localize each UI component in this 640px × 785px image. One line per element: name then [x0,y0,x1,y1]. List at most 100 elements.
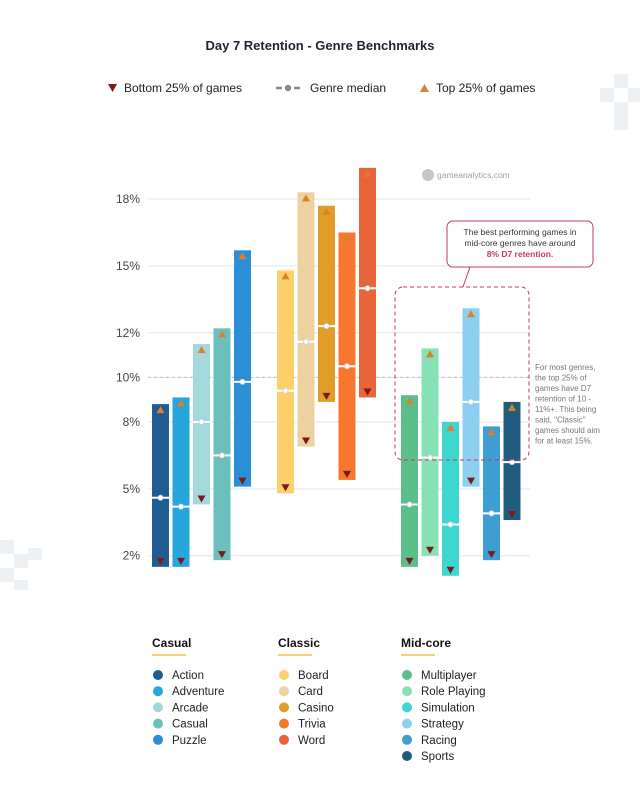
legend-swatch [402,734,412,745]
bottom-marker [302,437,310,445]
top-marker [177,399,185,407]
legend-item-label: Casual [172,719,208,731]
top-marker [508,403,516,411]
callout-highlight: 8% D7 retention. [487,249,554,259]
legend-swatch [402,718,412,729]
decor-block [600,88,614,102]
median-dot [488,510,495,517]
legend-item-label: Role Playing [421,686,486,698]
top-marker [238,252,247,260]
top-marker [467,310,475,318]
bottom-marker [467,477,475,485]
range-bar [338,232,356,480]
legend-swatch [402,751,412,761]
legend-swatch [279,734,289,745]
bottom-marker [405,557,414,565]
median-dot [157,494,164,501]
range-bar [318,205,335,402]
legend-swatch [279,686,289,697]
bottom-marker [487,551,496,559]
legend-item-label: Action [172,670,204,682]
legend-item-label: Card [298,686,323,698]
legend-swatch [153,734,163,745]
median-dot [406,501,413,508]
decor-block [614,74,628,88]
bottom-marker [343,470,351,478]
legend-item-label: Arcade [172,702,208,714]
bottom-marker-icon [108,84,117,92]
top-marker [281,272,290,280]
median-dot-icon [284,84,292,92]
side-note-line: 11%+. This being [535,405,596,414]
bottom-marker [446,566,455,574]
callout-box [446,220,594,268]
chart-title: Day 7 Retention - Genre Benchmarks [205,38,434,53]
y-tick-label: 8% [123,415,141,429]
decor-block [0,540,14,554]
median-dot [364,285,371,292]
median-dot [218,452,225,459]
y-tick-label: 12% [116,326,140,340]
decor-block [0,568,14,582]
legend-top-label: Top 25% of games [436,81,535,95]
legend-item-label: Puzzle [172,735,207,747]
range-bar [152,404,169,567]
bottom-marker [322,392,331,400]
watermark: gameanalytics.com [437,170,510,180]
median-dot [302,338,309,345]
range-bar [297,192,315,447]
legend-group-title: Casual [152,636,191,650]
top-marker [446,423,455,431]
range-bar [277,270,294,494]
bottom-marker [218,551,226,559]
callout-text: mid-core genres have around [464,238,575,248]
bottom-marker [177,557,185,565]
range-bar [359,167,376,398]
legend-median-label: Genre median [310,81,386,95]
legend-item-label: Sports [421,751,454,763]
top-marker [426,350,434,358]
top-marker [197,345,206,353]
y-tick-label: 15% [116,259,140,273]
median-dot [467,398,474,405]
callout-text: The best performing games in [464,227,577,237]
side-note-line: games should aim [535,426,600,435]
decor-block [28,548,42,560]
bottom-marker [156,557,165,565]
top-marker [405,397,414,405]
bottom-marker [238,477,247,485]
legend-item-label: Multiplayer [421,670,477,682]
legend-swatch [279,670,289,680]
legend-item-label: Trivia [298,719,326,731]
bottom-marker [508,511,516,519]
legend-bottom-label: Bottom 25% of games [124,81,242,95]
median-dot [198,418,205,425]
range-bar [421,348,439,556]
top-marker [156,406,165,414]
top-marker-icon [420,84,429,92]
legend-swatch [402,670,412,680]
legend-swatch [279,718,289,729]
top-marker [487,428,496,436]
decor-block [614,102,628,116]
side-note-line: games have D7 [535,384,592,393]
legend-item-label: Strategy [421,719,464,731]
median-dot [239,378,246,385]
legend-item-label: Board [298,670,329,682]
legend-item-label: Simulation [421,702,475,714]
bottom-marker [281,484,290,492]
legend-item-label: Casino [298,702,334,714]
y-tick-label: 2% [123,549,141,563]
legend-item-label: Adventure [172,686,224,698]
legend-item-label: Racing [421,735,457,747]
decor-block [628,88,640,102]
legend-swatch [153,686,163,697]
side-note-line: For most genres, [535,363,595,372]
median-dot [323,323,330,330]
median-dot [343,363,350,370]
decor-block [614,116,628,130]
legend-swatch [153,670,163,680]
top-marker [343,234,351,242]
